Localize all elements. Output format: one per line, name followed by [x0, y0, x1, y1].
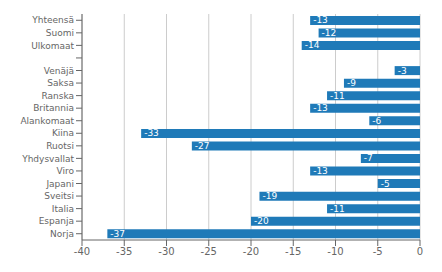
svg-text:-13: -13: [313, 166, 328, 176]
svg-text:-40: -40: [74, 246, 90, 257]
svg-text:-30: -30: [158, 246, 174, 257]
svg-text:Italia: Italia: [52, 204, 74, 214]
svg-text:Espanja: Espanja: [39, 216, 74, 226]
svg-text:-20: -20: [254, 216, 269, 226]
svg-text:-5: -5: [373, 246, 383, 257]
svg-text:0: 0: [417, 246, 423, 257]
svg-text:Sveitsi: Sveitsi: [44, 191, 74, 201]
svg-text:-13: -13: [313, 103, 328, 113]
svg-text:Alankomaat: Alankomaat: [20, 116, 74, 126]
svg-text:-5: -5: [381, 179, 390, 189]
svg-text:-35: -35: [116, 246, 132, 257]
svg-text:-37: -37: [110, 229, 125, 239]
svg-text:-3: -3: [398, 66, 407, 76]
svg-text:-6: -6: [372, 116, 381, 126]
svg-text:Ulkomaat: Ulkomaat: [31, 41, 74, 51]
svg-text:-12: -12: [322, 28, 337, 38]
svg-text:-27: -27: [195, 141, 210, 151]
svg-text:Suomi: Suomi: [46, 28, 74, 38]
svg-text:-19: -19: [262, 191, 277, 201]
svg-text:-25: -25: [201, 246, 217, 257]
svg-text:-15: -15: [285, 246, 301, 257]
svg-text:-13: -13: [313, 15, 328, 25]
svg-text:Britannia: Britannia: [33, 103, 74, 113]
svg-text:-20: -20: [243, 246, 259, 257]
svg-text:Yhteensä: Yhteensä: [31, 15, 74, 25]
svg-text:Kiina: Kiina: [52, 128, 74, 138]
svg-text:Saksa: Saksa: [47, 78, 74, 88]
svg-text:-9: -9: [347, 78, 356, 88]
svg-text:-14: -14: [305, 40, 320, 50]
svg-text:Norja: Norja: [50, 229, 74, 239]
svg-text:Viro: Viro: [57, 166, 75, 176]
svg-text:-10: -10: [327, 246, 343, 257]
svg-text:Yhdysvallat: Yhdysvallat: [21, 154, 74, 164]
svg-text:-11: -11: [330, 204, 345, 214]
svg-text:-33: -33: [144, 128, 159, 138]
svg-text:-7: -7: [364, 153, 373, 163]
svg-text:-11: -11: [330, 91, 345, 101]
svg-text:Japani: Japani: [45, 179, 74, 189]
svg-text:Ruotsi: Ruotsi: [46, 141, 74, 151]
svg-text:Ranska: Ranska: [41, 91, 74, 101]
svg-text:Venäjä: Venäjä: [44, 66, 74, 76]
